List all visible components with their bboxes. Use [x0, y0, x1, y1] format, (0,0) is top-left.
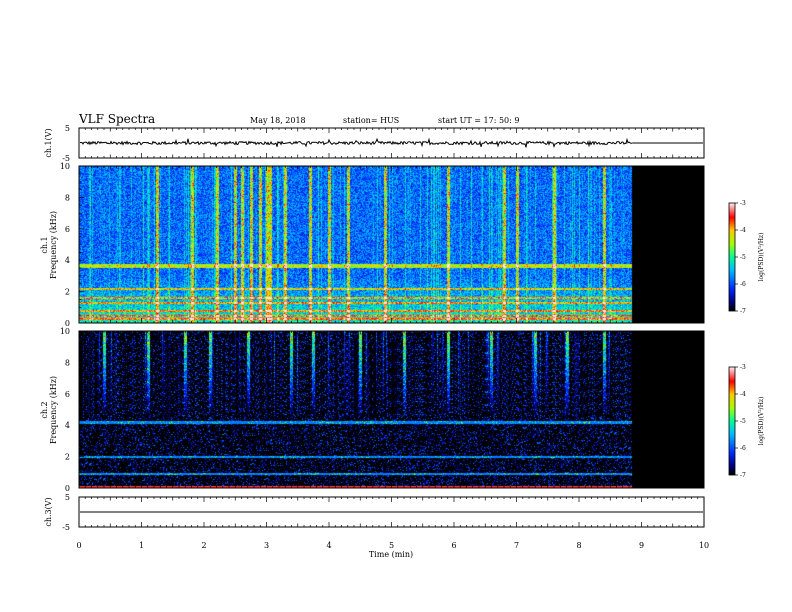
station-text: station= HUS: [343, 116, 399, 125]
ylabel-channel: ch.1: [40, 236, 49, 253]
ylabel-channel: ch.2: [40, 401, 49, 418]
colorbar-ch1: -3 -4 -5 -6 -7 log(PSD)(V²/Hz): [728, 200, 765, 315]
ytick-label-bottom: -5: [62, 154, 70, 163]
y-tick-label: 0: [65, 484, 70, 493]
x-ticks: [78, 497, 705, 527]
x-tick-labels: 0 1 2 3 4 5 6 7 8 9 10: [76, 541, 709, 550]
x-tick-label: 6: [451, 541, 456, 550]
y-ticks: 0 2 4 6 8 10: [60, 327, 704, 493]
y-tick-label: 6: [65, 390, 70, 399]
colorbar-ticks: -3 -4 -5 -6 -7: [735, 364, 746, 479]
ytick-label-top: 5: [65, 493, 70, 502]
colorbar-gradient: [729, 367, 735, 475]
ylabel: ch.3(V): [44, 497, 53, 526]
colorbar-tick-label: -6: [740, 281, 746, 288]
ch2-spectrogram-image: [79, 331, 704, 488]
colorbar-ch2: -3 -4 -5 -6 -7 log(PSD)(V²/Hz): [728, 364, 765, 479]
xaxis-label: Time (min): [369, 550, 413, 559]
x-tick-label: 5: [389, 541, 394, 550]
colorbar-tick-label: -3: [740, 364, 746, 371]
y-tick-label: 10: [60, 162, 70, 171]
y-tick-label: 4: [65, 421, 70, 430]
y-ticks: 0 2 4 6 8 10: [60, 162, 704, 328]
x-tick-label: 8: [576, 541, 581, 550]
colorbar-gradient: [729, 203, 735, 311]
colorbar-tick-label: -4: [740, 227, 746, 234]
y-tick-label: 2: [65, 453, 70, 462]
x-tick-label: 10: [699, 541, 709, 550]
colorbar-tick-label: -7: [740, 472, 746, 479]
colorbar-tick-label: -3: [740, 200, 746, 207]
ylabel: ch.1(V): [44, 128, 53, 157]
x-tick-label: 2: [201, 541, 206, 550]
y-tick-label: 6: [65, 225, 70, 234]
y-tick-label: 4: [65, 256, 70, 265]
panel-ch2-spectrogram: 0 2 4 6 8 10 ch.2 Frequency (kHz): [40, 327, 705, 493]
colorbar-ticks: -3 -4 -5 -6 -7: [735, 200, 746, 315]
colorbar-label: log(PSD)(V²/Hz): [758, 397, 765, 446]
ylabel-frequency: Frequency (kHz): [49, 376, 58, 444]
y-tick-label: 8: [65, 193, 70, 202]
x-ticks: [78, 128, 705, 158]
colorbar-tick-label: -5: [740, 418, 746, 425]
figure-title: VLF Spectra: [78, 112, 155, 126]
colorbar-tick-label: -5: [740, 254, 746, 261]
colorbar-tick-label: -6: [740, 445, 746, 452]
x-tick-label: 0: [76, 541, 81, 550]
date-text: May 18, 2018: [250, 116, 306, 125]
panel-ch1-spectrogram: 0 2 4 6 8 10 ch.1 Frequency (kHz): [40, 162, 705, 328]
ch1-waveform-trace: [79, 137, 633, 149]
x-tick-label: 4: [326, 541, 331, 550]
ch1-spectrogram-image: [79, 166, 704, 323]
x-ticks: [78, 331, 705, 488]
x-tick-label: 9: [639, 541, 644, 550]
panel-ch1-waveform: 5 -5 ch.1(V): [44, 124, 705, 163]
y-tick-label: 2: [65, 288, 70, 297]
ylabel-frequency: Frequency (kHz): [49, 211, 58, 279]
y-tick-label: 10: [60, 327, 70, 336]
y-tick-label: 0: [65, 319, 70, 328]
x-tick-label: 7: [514, 541, 519, 550]
panel-ch3-waveform: 5 -5 ch.3(V): [44, 493, 705, 532]
x-ticks: [78, 166, 705, 323]
x-tick-label: 1: [139, 541, 144, 550]
ytick-label-top: 5: [65, 124, 70, 133]
ytick-label-bottom: -5: [62, 523, 70, 532]
x-tick-label: 3: [264, 541, 269, 550]
colorbar-label: log(PSD)(V²/Hz): [758, 233, 765, 282]
start-time-text: start UT = 17: 50: 9: [438, 116, 519, 125]
colorbar-tick-label: -4: [740, 391, 746, 398]
colorbar-tick-label: -7: [740, 308, 746, 315]
y-tick-label: 8: [65, 358, 70, 367]
